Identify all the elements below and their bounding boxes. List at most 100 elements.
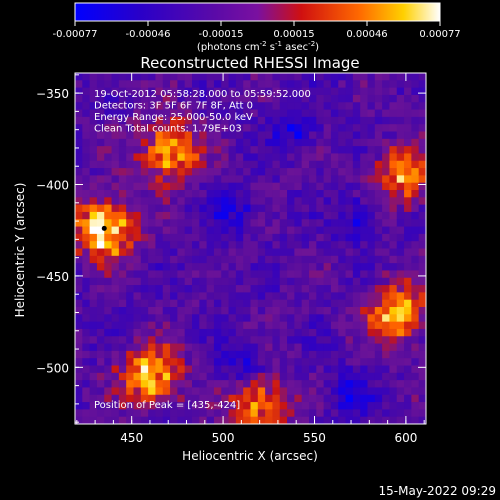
heatmap-cell: [148, 153, 156, 162]
heatmap-cell: [389, 116, 398, 125]
heatmap-cell: [374, 80, 383, 89]
heatmap-cell: [257, 394, 266, 403]
heatmap-cell: [162, 87, 171, 96]
heatmap-cell: [221, 241, 229, 249]
heatmap-cell: [316, 241, 325, 249]
heatmap-cell: [418, 219, 426, 227]
heatmap-cell: [257, 87, 266, 96]
heatmap-cell: [338, 409, 346, 418]
heatmap-cell: [309, 233, 317, 242]
heatmap-cell: [316, 328, 325, 337]
heatmap-cell: [396, 211, 405, 220]
heatmap-cell: [330, 321, 339, 330]
heatmap-cell: [257, 168, 266, 176]
heatmap-cell: [265, 380, 273, 388]
heatmap-cell: [118, 343, 127, 352]
heatmap-cell: [265, 80, 273, 89]
heatmap-cell: [382, 226, 390, 235]
heatmap-cell: [235, 365, 244, 374]
heatmap-cell: [243, 350, 251, 359]
heatmap-cell: [184, 321, 193, 330]
heatmap-cell: [257, 380, 266, 388]
heatmap-cell: [257, 307, 266, 315]
heatmap-cell: [316, 350, 325, 359]
heatmap-cell: [272, 87, 281, 96]
heatmap-cell: [418, 80, 426, 89]
heatmap-cell: [272, 328, 281, 337]
heatmap-cell: [162, 416, 171, 424]
heatmap-cell: [155, 402, 164, 410]
heatmap-cell: [235, 263, 244, 271]
heatmap-cell: [82, 350, 91, 359]
heatmap-cell: [316, 204, 325, 213]
heatmap-cell: [330, 365, 339, 374]
heatmap-cell: [330, 204, 339, 213]
heatmap-cell: [396, 402, 405, 410]
heatmap-cell: [330, 350, 339, 359]
heatmap-cell: [75, 241, 83, 249]
heatmap-cell: [250, 124, 259, 132]
heatmap-cell: [228, 146, 237, 154]
heatmap-cell: [82, 153, 91, 162]
heatmap-cell: [250, 211, 259, 220]
heatmap-cell: [118, 87, 127, 96]
heatmap-cell: [199, 402, 208, 410]
heatmap-cell: [206, 299, 215, 308]
heatmap-cell: [396, 387, 405, 396]
heatmap-cell: [309, 153, 317, 162]
heatmap-cell: [294, 343, 303, 352]
heatmap-cell: [133, 328, 142, 337]
heatmap-cell: [213, 277, 222, 286]
heatmap-cell: [345, 219, 354, 227]
heatmap-cell: [367, 131, 376, 140]
heatmap-cell: [294, 211, 303, 220]
heatmap-cell: [126, 87, 134, 96]
heatmap-cell: [148, 255, 156, 264]
heatmap-cell: [118, 263, 127, 271]
heatmap-cell: [272, 365, 281, 374]
heatmap-cell: [126, 226, 134, 235]
heatmap-cell: [243, 138, 251, 147]
heatmap-cell: [294, 124, 303, 132]
heatmap-cell: [126, 409, 134, 418]
heatmap-cell: [104, 292, 112, 301]
heatmap-cell: [192, 87, 200, 96]
heatmap-cell: [118, 219, 127, 227]
heatmap-cell: [155, 277, 164, 286]
heatmap-cell: [287, 109, 295, 118]
heatmap-cell: [345, 168, 354, 176]
heatmap-cell: [82, 175, 91, 184]
heatmap-cell: [338, 336, 346, 344]
heatmap-cell: [360, 328, 368, 337]
heatmap-cell: [243, 270, 251, 279]
heatmap-cell: [243, 409, 251, 418]
heatmap-cell: [367, 394, 376, 403]
heatmap-cell: [170, 314, 178, 323]
heatmap-cell: [221, 263, 229, 271]
heatmap-cell: [199, 343, 208, 352]
heatmap-cell: [338, 263, 346, 271]
heatmap-cell: [162, 277, 171, 286]
heatmap-cell: [352, 358, 361, 366]
heatmap-cell: [374, 87, 383, 96]
heatmap-cell: [111, 365, 120, 374]
heatmap-cell: [133, 138, 142, 147]
heatmap-cell: [89, 226, 98, 235]
heatmap-cell: [133, 146, 142, 154]
heatmap-cell: [382, 292, 390, 301]
heatmap-cell: [243, 358, 251, 366]
heatmap-cell: [389, 102, 398, 110]
heatmap-cell: [104, 270, 112, 279]
heatmap-cell: [82, 124, 91, 132]
heatmap-cell: [265, 168, 273, 176]
heatmap-cell: [287, 226, 295, 235]
heatmap-cell: [192, 416, 200, 424]
heatmap-cell: [382, 87, 390, 96]
heatmap-cell: [396, 255, 405, 264]
heatmap-cell: [104, 314, 112, 323]
heatmap-cell: [404, 146, 412, 154]
heatmap-cell: [396, 416, 405, 424]
heatmap-cell: [374, 402, 383, 410]
heatmap-cell: [89, 255, 98, 264]
heatmap-cell: [199, 102, 208, 110]
